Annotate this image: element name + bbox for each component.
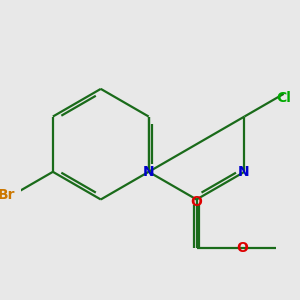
Text: O: O (190, 194, 202, 208)
Text: Br: Br (0, 188, 15, 202)
Text: N: N (142, 165, 154, 179)
Text: Cl: Cl (276, 91, 291, 105)
Text: N: N (238, 165, 250, 179)
Text: O: O (236, 241, 248, 255)
